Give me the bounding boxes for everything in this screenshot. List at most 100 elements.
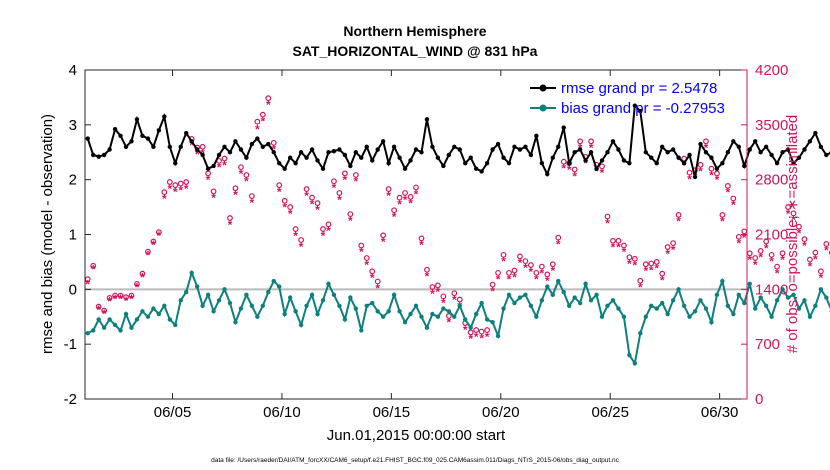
- rmse-point: [698, 141, 703, 147]
- rmse-point: [588, 150, 594, 155]
- bias-point: [271, 278, 276, 284]
- obs-possible-point: [396, 194, 403, 201]
- obs-assimilated-point: *: [474, 330, 479, 344]
- bias-point: [167, 317, 173, 322]
- obs-possible-point: [560, 158, 567, 165]
- bias-point: [813, 303, 818, 308]
- bias-point: [517, 295, 523, 300]
- bias-point: [495, 333, 501, 339]
- bias-point: [222, 287, 227, 292]
- obs-possible-point: [495, 269, 501, 276]
- obs-assimilated-point: *: [425, 270, 430, 284]
- obs-assimilated-point: *: [529, 265, 534, 279]
- obs-possible-point: [117, 292, 124, 299]
- obs-possible-point: [380, 232, 387, 239]
- bias-point: [441, 306, 446, 311]
- rmse-point: [742, 163, 747, 169]
- bias-point: [145, 314, 151, 319]
- obs-possible-point: [413, 184, 419, 191]
- rmse-point: [627, 161, 632, 166]
- obs-assimilated-point: *: [244, 175, 249, 189]
- obs-possible-point: [697, 161, 704, 168]
- bias-point: [249, 303, 255, 308]
- bias-point: [550, 292, 555, 298]
- bias-point: [359, 328, 364, 333]
- obs-possible-point: [571, 166, 578, 173]
- rmse-point: [156, 128, 162, 133]
- bias-point: [162, 303, 167, 308]
- obs-possible-point: [238, 164, 244, 171]
- rmse-point: [222, 144, 227, 149]
- obs-assimilated-point: *: [490, 284, 495, 298]
- obs-possible-point: [161, 189, 168, 196]
- bias-point: [227, 300, 233, 306]
- obs-assimilated-point: *: [747, 253, 752, 267]
- obs-assimilated-point: *: [408, 197, 413, 211]
- obs-possible-point: [210, 188, 217, 195]
- bias-point: [282, 311, 287, 317]
- bias-point: [556, 278, 561, 284]
- obs-assimilated-point: *: [715, 173, 720, 187]
- obs-possible-point: [610, 237, 616, 244]
- bias-point: [709, 320, 714, 325]
- rmse-point: [506, 161, 512, 166]
- rmse-point: [446, 152, 452, 158]
- bias-point: [736, 292, 741, 298]
- obs-possible-point: [599, 163, 605, 170]
- obs-assimilated-point: *: [124, 294, 129, 308]
- rmse-point: [441, 163, 446, 169]
- rmse-point: [610, 139, 616, 144]
- obs-assimilated-point: *: [496, 273, 501, 287]
- obs-assimilated-point: *: [545, 274, 550, 288]
- rmse-point: [244, 155, 249, 160]
- obs-possible-point: [150, 238, 157, 245]
- obs-assimilated-point: *: [676, 215, 681, 229]
- obs-assimilated-point: *: [157, 229, 162, 243]
- obs-possible-point: [730, 195, 737, 202]
- obs-possible-point: [128, 292, 135, 299]
- bias-point: [676, 287, 681, 292]
- obs-possible-point: [369, 268, 376, 275]
- bias-point: [665, 311, 670, 317]
- y-left-tick-label: 3: [69, 117, 77, 134]
- rmse-point: [123, 144, 129, 149]
- rmse-point: [260, 144, 266, 149]
- rmse-point: [714, 166, 720, 171]
- bias-point: [277, 284, 282, 289]
- y-right-tick-label: 0: [755, 391, 763, 408]
- obs-possible-point: [527, 262, 534, 268]
- obs-possible-point: [511, 267, 518, 274]
- obs-assimilated-point: *: [769, 255, 774, 269]
- bias-point: [331, 292, 337, 298]
- obs-assimilated-point: *: [118, 292, 123, 306]
- obs-assimilated-point: *: [107, 295, 112, 309]
- obs-assimilated-point: *: [419, 238, 424, 252]
- obs-assimilated-point: *: [430, 287, 435, 301]
- obs-possible-point: [774, 263, 780, 270]
- rmse-point: [780, 150, 785, 155]
- rmse-point: [408, 158, 413, 163]
- obs-assimilated-point: *: [660, 273, 665, 287]
- y-left-tick-label: 2: [69, 172, 77, 189]
- bias-point: [796, 306, 802, 311]
- x-axis-label: Jun.01,2015 00:00:00 start: [327, 427, 506, 444]
- bias-point: [616, 306, 621, 311]
- bias-point: [468, 325, 473, 330]
- obs-assimilated-point: *: [643, 264, 648, 278]
- rmse-point: [561, 125, 566, 130]
- rmse-point: [266, 141, 271, 147]
- rmse-point: [659, 144, 665, 149]
- rmse-point: [211, 163, 216, 169]
- bias-point: [534, 314, 539, 319]
- bias-point: [402, 320, 408, 325]
- chart-title: Northern Hemisphere: [343, 23, 486, 39]
- obs-assimilated-point: *: [414, 187, 419, 201]
- bias-point: [178, 298, 183, 303]
- bias-point: [714, 292, 720, 298]
- obs-possible-point: [735, 233, 742, 240]
- rmse-point: [813, 130, 818, 136]
- y-left-tick-label: 0: [69, 281, 77, 298]
- rmse-point: [556, 144, 561, 149]
- rmse-point: [736, 144, 741, 149]
- obs-assimilated-point: *: [780, 253, 785, 267]
